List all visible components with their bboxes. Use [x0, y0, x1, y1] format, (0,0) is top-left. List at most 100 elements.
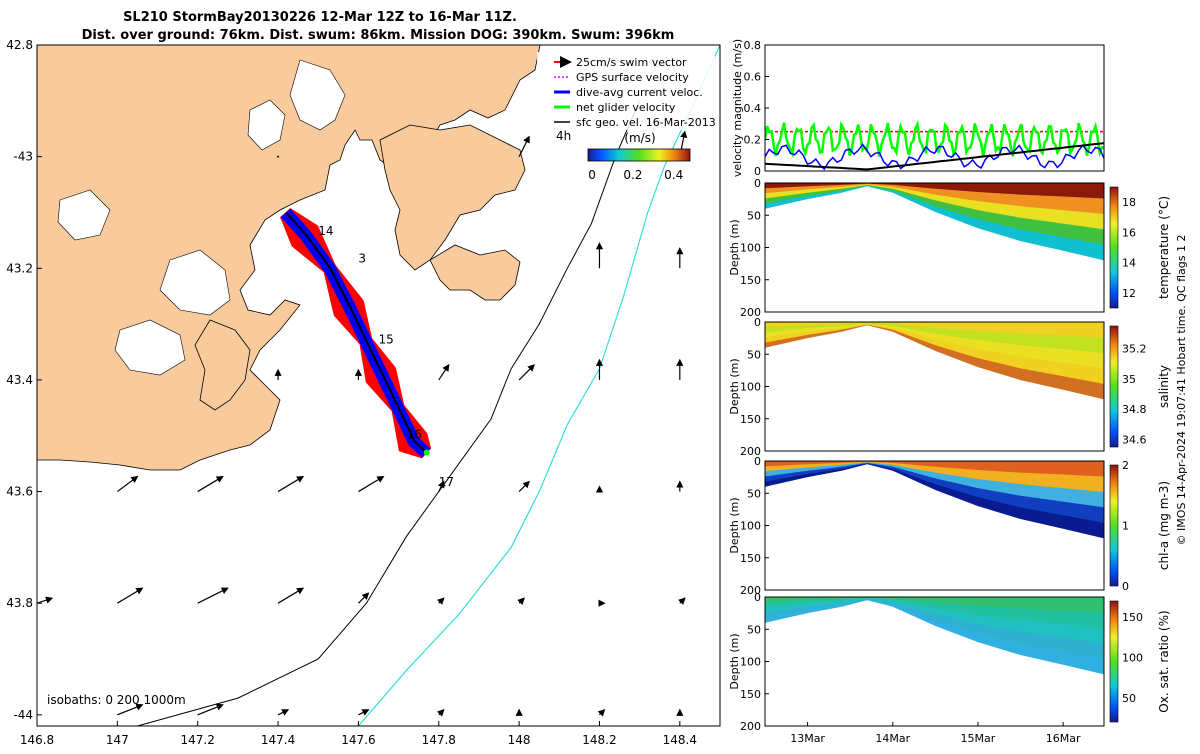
- colorbar-tick-label: 0.2: [623, 168, 642, 182]
- map-ytick-label: 43.2: [6, 261, 33, 275]
- map-xtick-label: 148.4: [663, 733, 697, 747]
- land-peninsula-north: [379, 124, 526, 271]
- geo-vector: [518, 135, 530, 157]
- velocity-panel: 0 0.2 0.4 0.6 0.8 velocity magnitude (m/s): [731, 39, 1105, 178]
- land-tasman: [194, 319, 251, 411]
- depth-tick-label: 200: [740, 720, 761, 733]
- map-ytick-label: 43.6: [6, 485, 33, 499]
- section-colorbar: [1109, 325, 1119, 448]
- depth-tick-label: 150: [740, 413, 761, 426]
- depth-tick-label: 100: [740, 656, 761, 669]
- depth-tick-label: 50: [747, 623, 761, 636]
- colorbar-tick-label: 150: [1122, 611, 1143, 624]
- geo-vector: [116, 475, 139, 493]
- section-layer: [765, 461, 1104, 477]
- depth-tick-label: 200: [740, 306, 761, 319]
- geo-vector: [117, 587, 144, 604]
- map-xtick-label: 148.2: [582, 733, 616, 747]
- vel-series-geo: [765, 142, 1104, 171]
- velocity-ylabel: velocity magnitude (m/s): [731, 39, 744, 177]
- map-title-line1: SL210 StormBay20130226 12-Mar 12Z to 16-…: [123, 10, 517, 25]
- day-label: 14: [318, 224, 333, 238]
- legend-swim: 25cm/s swim vector: [576, 56, 687, 69]
- geo-vector: [678, 597, 686, 605]
- inlet-bay: [159, 249, 231, 316]
- section-panel: 0 50 100 150 200 Depth (m) 34.6 34.8 35 35.2 salin…: [728, 316, 1171, 458]
- map-title-line2: Dist. over ground: 76km. Dist. swum: 86k…: [82, 28, 675, 43]
- colorbar-tick-label: 12: [1122, 287, 1136, 300]
- credit: © IMOS 14-Apr-2024 19:07:41 Hobart time.…: [1175, 235, 1188, 546]
- vel-series-net: [765, 119, 1104, 159]
- legend-net: net glider velocity: [576, 101, 676, 114]
- depth-tick-label: 0: [754, 316, 761, 329]
- legend-geo: sfc geo. vel. 16-Mar-2013: [576, 116, 716, 129]
- colorbar-label: (m/s): [624, 131, 655, 145]
- map-ytick-label: -43: [13, 150, 33, 164]
- depth-tick-label: 150: [740, 274, 761, 287]
- depth-label: Depth (m): [728, 358, 741, 414]
- map-ytick-label: 42.8: [6, 38, 33, 52]
- depth-tick-label: 100: [740, 381, 761, 394]
- depth-label: Depth (m): [728, 497, 741, 553]
- geo-vector: [518, 364, 535, 381]
- depth-tick-label: 0: [754, 455, 761, 468]
- depth-tick-label: 50: [747, 209, 761, 222]
- time-tick-label: 15Mar: [961, 732, 996, 745]
- depth-tick-label: 0: [754, 591, 761, 604]
- depth-tick-label: 100: [740, 520, 761, 533]
- inlet-west: [57, 189, 111, 241]
- isobath-label: isobaths: 0 200 1000m: [47, 693, 186, 707]
- map-xtick-label: 147.6: [341, 733, 375, 747]
- day-label: 17: [439, 475, 454, 489]
- day-label: 3: [358, 252, 366, 266]
- depth-tick-label: 200: [740, 445, 761, 458]
- inlet-derwent: [289, 59, 346, 131]
- map-panel: [37, 45, 720, 726]
- geo-vector: [277, 709, 290, 716]
- map-ytick-label: -44: [13, 708, 33, 722]
- time-tick-label: 16Mar: [1046, 732, 1081, 745]
- colorbar-tick-label: 0: [1122, 580, 1129, 593]
- section-colorbar-label: salinity: [1157, 365, 1171, 408]
- map-xtick-label: 148: [508, 733, 531, 747]
- section-panel: 0 50 100 150 200 Depth (m) 12 14 16 18 temperature…: [728, 177, 1171, 319]
- section-colorbar-label: temperature (°C): [1157, 196, 1171, 299]
- map-xtick-label: 147: [106, 733, 129, 747]
- section-layer: [765, 597, 1104, 613]
- vel-ytick-label: 0.6: [744, 71, 762, 84]
- depth-tick-label: 0: [754, 177, 761, 190]
- geo-vector: [436, 597, 445, 605]
- geo-vector: [197, 587, 229, 604]
- map-ytick-label: 43.4: [6, 373, 33, 387]
- land-forestier: [429, 244, 521, 301]
- map-xtick-label: 147.8: [422, 733, 456, 747]
- depth-tick-label: 150: [740, 688, 761, 701]
- geo-vector: [197, 475, 224, 493]
- depth-label: Depth (m): [728, 219, 741, 275]
- section-colorbar: [1109, 464, 1119, 587]
- colorbar-tick-label: 2: [1122, 459, 1129, 472]
- vel-ytick-label: 0: [754, 165, 761, 178]
- glider-track: [285, 211, 428, 454]
- colorbar-tick-label: 35: [1122, 373, 1136, 386]
- depth-tick-label: 200: [740, 584, 761, 597]
- colorbar-tick-label: 16: [1122, 226, 1136, 239]
- day-label: 16: [407, 428, 422, 442]
- map-frame: [36, 44, 721, 727]
- map-ytick-label: 43.8: [6, 596, 33, 610]
- geo-vector: [358, 475, 385, 493]
- section-layer: [765, 183, 1104, 199]
- geo-vector: [518, 480, 530, 492]
- map-colorbar: [587, 148, 691, 162]
- colorbar-tick-label: 0: [588, 168, 596, 182]
- depth-tick-label: 150: [740, 552, 761, 565]
- map-xtick-label: 146.8: [20, 733, 54, 747]
- depth-tick-label: 100: [740, 242, 761, 255]
- geo-vector: [438, 363, 450, 381]
- colorbar-tick-label: 35.2: [1122, 343, 1147, 356]
- geo-vector: [117, 703, 144, 716]
- geo-vector: [436, 708, 445, 717]
- map-xtick-label: 147.2: [181, 733, 215, 747]
- inlet-south: [114, 319, 186, 376]
- vel-ytick-label: 0.4: [744, 102, 762, 115]
